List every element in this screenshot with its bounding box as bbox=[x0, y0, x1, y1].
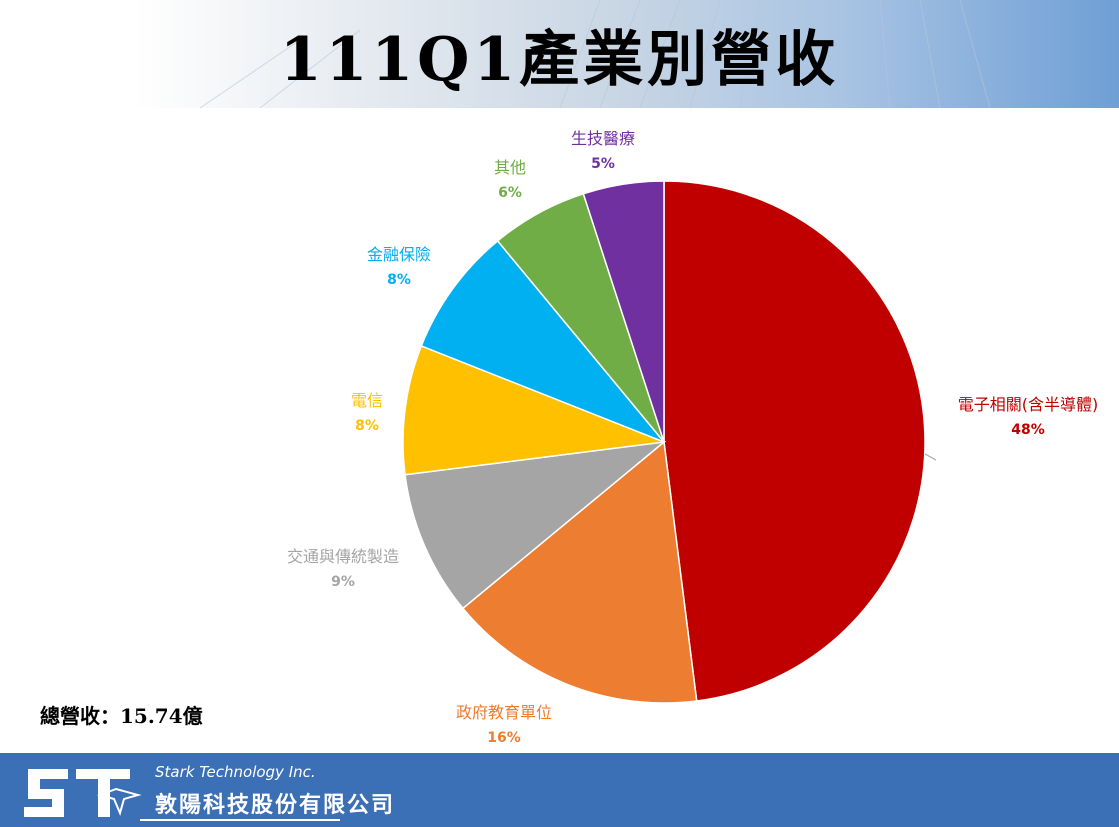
total-revenue-label: 總營收： bbox=[40, 704, 120, 728]
company-chinese-name: 敦陽科技股份有限公司 bbox=[155, 793, 396, 818]
footer-bar: Stark Technology Inc. 敦陽科技股份有限公司 bbox=[0, 753, 1119, 827]
header-banner: 111Q1產業別營收 bbox=[0, 0, 1119, 108]
total-revenue-value: 15.74億 bbox=[120, 704, 203, 728]
footer-divider bbox=[140, 819, 340, 821]
building-background bbox=[199, 0, 991, 108]
slice-percent-label: 16% bbox=[487, 730, 521, 746]
pie-slice bbox=[420, 239, 665, 443]
page-title: 111Q1產業別營收 bbox=[279, 25, 840, 95]
slice-percent-label: 9% bbox=[331, 574, 355, 590]
slice-label: 政府教育單位 bbox=[456, 703, 552, 722]
slice-label: 交通與傳統製造 bbox=[287, 547, 399, 566]
pie-slice bbox=[402, 344, 665, 476]
slice-label: 生技醫療 bbox=[571, 129, 635, 148]
slice-percent-label: 5% bbox=[591, 156, 615, 172]
slice-percent-label: 6% bbox=[498, 185, 522, 201]
pie-slice bbox=[663, 180, 926, 702]
stark-logo-icon bbox=[24, 769, 142, 817]
pie-slice bbox=[404, 440, 667, 610]
slice-label: 電子相關(含半導體) bbox=[958, 395, 1099, 414]
slice-percent-label: 8% bbox=[387, 272, 411, 288]
pie-slice bbox=[582, 180, 665, 443]
pie-slice bbox=[461, 440, 698, 704]
company-english-name: Stark Technology Inc. bbox=[155, 763, 316, 781]
slice-percent-label: 48% bbox=[1011, 422, 1045, 438]
slice-label: 其他 bbox=[494, 158, 526, 177]
industry-revenue-pie-chart: 電子相關(含半導體) 48% 政府教育單位 16% 交通與傳統製造 9% 電信 8% 金融保險 8… bbox=[287, 129, 1099, 746]
slice-label: 金融保險 bbox=[367, 245, 431, 264]
slice-label: 電信 bbox=[351, 391, 383, 410]
leader-line bbox=[924, 453, 937, 461]
slice-percent-label: 8% bbox=[355, 418, 379, 434]
total-revenue: 總營收：15.74億 bbox=[40, 700, 203, 729]
